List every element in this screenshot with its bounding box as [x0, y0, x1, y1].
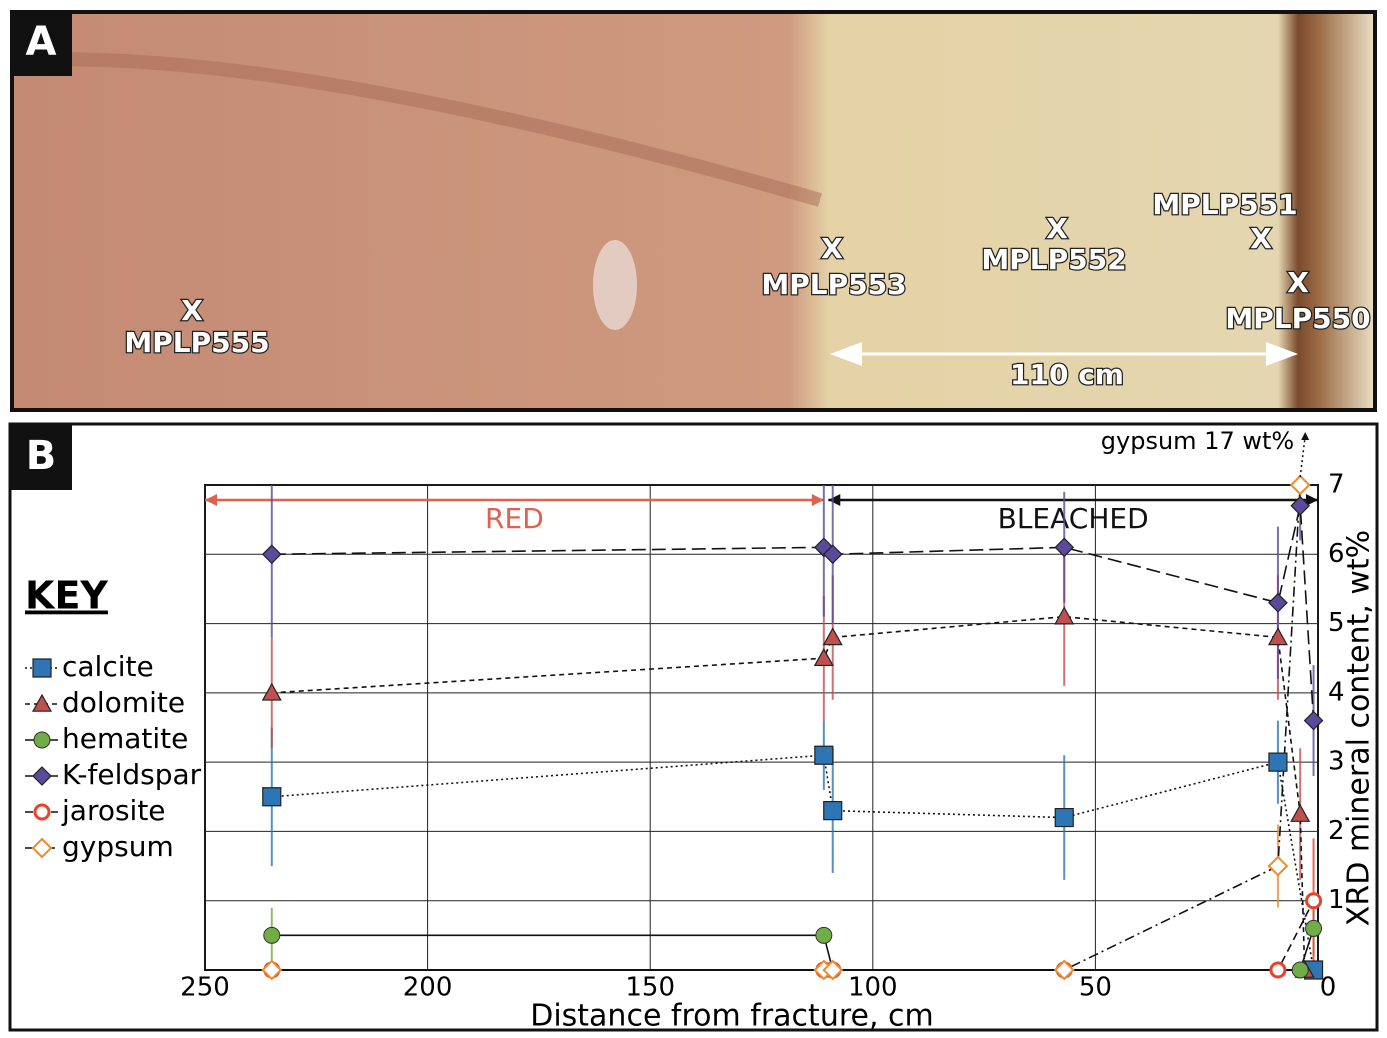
- offscale-label: gypsum 17 wt%: [1101, 427, 1294, 455]
- data-point: [824, 802, 842, 820]
- sample-scar: [593, 240, 637, 330]
- data-point: [815, 649, 833, 665]
- data-point: [263, 684, 281, 700]
- offscale-arrow: [1300, 436, 1305, 477]
- legend-label: hematite: [62, 722, 188, 755]
- data-point: [815, 746, 833, 764]
- data-point: [263, 961, 281, 979]
- sample-marker: X: [181, 294, 203, 327]
- y-tick-label: 2: [1328, 816, 1345, 846]
- series-line: [272, 485, 1300, 970]
- region-label: RED: [485, 502, 544, 535]
- region-label: BLEACHED: [998, 502, 1149, 535]
- data-point: [1291, 476, 1309, 494]
- sample-marker: X: [1046, 212, 1068, 245]
- data-point: [264, 927, 280, 943]
- x-tick-label: 250: [180, 973, 230, 1003]
- panel-b-frame: [10, 424, 1377, 1030]
- sample-label: MPLP551: [1152, 188, 1297, 221]
- legend-marker: [33, 839, 51, 857]
- x-tick-label: 150: [625, 973, 675, 1003]
- legend-title: KEY: [25, 574, 108, 618]
- legend-marker: [34, 732, 50, 748]
- legend-label: K-feldspar: [62, 758, 202, 791]
- panel-letter: A: [26, 19, 57, 65]
- data-point: [1269, 594, 1287, 612]
- data-point: [1269, 857, 1287, 875]
- y-tick-label: 1: [1328, 885, 1345, 915]
- y-tick-label: 6: [1328, 539, 1345, 569]
- legend-marker: [33, 767, 51, 785]
- legend-label: jarosite: [61, 794, 166, 827]
- sample-marker: X: [821, 232, 843, 265]
- data-point: [1055, 809, 1073, 827]
- sample-label: MPLP552: [981, 243, 1126, 276]
- sample-marker: X: [1287, 266, 1309, 299]
- legend-marker: [35, 805, 49, 819]
- data-point: [1055, 608, 1073, 624]
- y-tick-label: 3: [1328, 747, 1345, 777]
- panel-letter: B: [26, 433, 57, 479]
- series-line: [272, 617, 1305, 970]
- x-tick-label: 50: [1079, 973, 1112, 1003]
- sample-label: MPLP550: [1225, 302, 1370, 335]
- sample-marker: X: [1250, 222, 1272, 255]
- legend-label: calcite: [62, 650, 154, 683]
- data-point: [1292, 962, 1308, 978]
- y-tick-label: 4: [1328, 677, 1345, 707]
- legend-marker: [33, 695, 51, 711]
- y-tick-label: 7: [1328, 470, 1345, 500]
- plot-area: [205, 485, 1318, 970]
- legend-label: dolomite: [62, 686, 185, 719]
- sample-label: MPLP553: [761, 268, 906, 301]
- data-point: [824, 628, 842, 644]
- data-point: [1055, 538, 1073, 556]
- data-point: [263, 788, 281, 806]
- data-point: [1055, 961, 1073, 979]
- data-point: [1271, 963, 1285, 977]
- figure: A X MPLP555 X MPLP553 X MPLP552 MPLP551 …: [0, 0, 1387, 1034]
- x-tick-label: 100: [848, 973, 898, 1003]
- y-tick-label: 5: [1328, 608, 1345, 638]
- scale-label: 110 cm: [1010, 358, 1124, 391]
- y-axis-label: XRD mineral content, wt%: [1342, 530, 1377, 926]
- data-point: [816, 927, 832, 943]
- legend-marker: [33, 659, 51, 677]
- x-axis-label: Distance from fracture, cm: [530, 999, 934, 1034]
- data-point: [1307, 894, 1321, 908]
- sample-label: MPLP555: [124, 326, 269, 359]
- data-point: [1269, 628, 1287, 644]
- data-point: [1306, 920, 1322, 936]
- legend-label: gypsum: [62, 830, 174, 863]
- data-point: [1305, 712, 1323, 730]
- x-tick-label: 200: [403, 973, 453, 1003]
- arrow-head: [1301, 432, 1309, 440]
- data-point: [1269, 753, 1287, 771]
- data-point: [1291, 805, 1309, 821]
- data-point: [263, 545, 281, 563]
